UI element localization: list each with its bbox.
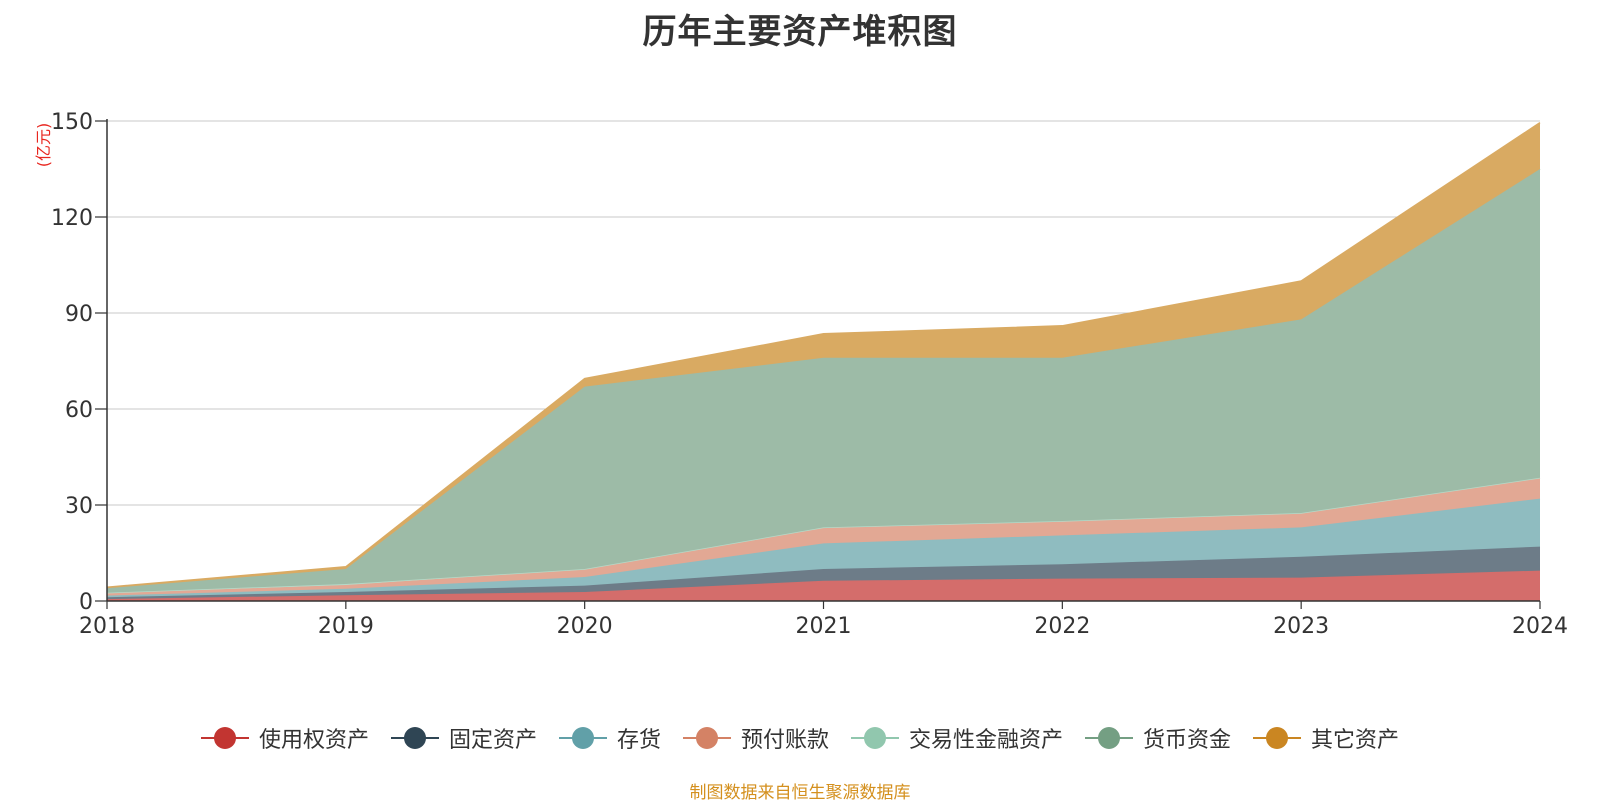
area-series-4 xyxy=(107,477,1540,596)
legend-item-3[interactable]: 存货 xyxy=(558,722,661,754)
x-tick-label: 2021 xyxy=(796,614,852,639)
chart-title: 历年主要资产堆积图 xyxy=(642,12,958,52)
x-tick-label: 2024 xyxy=(1512,614,1568,639)
axes: 0 30 60 90 120 150 2018 2019 2020 2021 2022 2023 202… xyxy=(51,110,1568,639)
legend-label: 货币资金 xyxy=(1143,728,1232,753)
legend-item-1[interactable]: 使用权资产 xyxy=(200,722,369,754)
legend-label: 预付账款 xyxy=(740,728,829,753)
area-series-6 xyxy=(107,169,1540,593)
legend-label: 存货 xyxy=(616,728,661,753)
legend: 使用权资产 固定资产 存货 预付账款 交易性金融资产 货币资金 其它资产 xyxy=(0,722,1600,754)
x-tick-label: 2023 xyxy=(1273,614,1329,639)
legend-item-2[interactable]: 固定资产 xyxy=(390,722,537,754)
legend-marker xyxy=(1085,726,1134,750)
legend-label: 交易性金融资产 xyxy=(909,728,1064,753)
legend-item-4[interactable]: 预付账款 xyxy=(682,722,829,754)
y-tick-label: 0 xyxy=(79,590,93,615)
legend-label: 固定资产 xyxy=(448,728,537,753)
legend-marker xyxy=(851,726,899,750)
x-tick-label: 2020 xyxy=(557,614,613,639)
x-tick-label: 2018 xyxy=(79,614,135,639)
legend-marker xyxy=(1253,726,1302,750)
area-series-7-edge xyxy=(106,121,1541,588)
legend-item-7[interactable]: 其它资产 xyxy=(1253,722,1399,754)
legend-marker xyxy=(390,726,439,750)
area-series-7 xyxy=(107,122,1540,589)
x-tick-label: 2022 xyxy=(1034,614,1090,639)
legend-item-5[interactable]: 交易性金融资产 xyxy=(851,722,1063,754)
area-series-2 xyxy=(107,546,1540,600)
stacked-areas xyxy=(106,121,1541,601)
x-tick-label: 2019 xyxy=(318,614,374,639)
legend-marker xyxy=(558,726,607,750)
legend-marker xyxy=(200,726,249,750)
y-tick-label: 60 xyxy=(65,398,93,423)
legend-label: 其它资产 xyxy=(1311,728,1400,753)
y-tick-label: 120 xyxy=(51,206,93,231)
legend-marker xyxy=(682,726,731,750)
y-tick-label: 30 xyxy=(65,494,93,519)
source-note: 制图数据来自恒生聚源数据库 xyxy=(689,783,911,803)
legend-item-6[interactable]: 货币资金 xyxy=(1085,722,1231,754)
area-series-3 xyxy=(107,498,1540,598)
y-tick-label: 150 xyxy=(51,110,93,135)
y-tick-label: 90 xyxy=(65,302,93,327)
y-axis-unit-label: (亿元) xyxy=(34,123,53,168)
legend-label: 使用权资产 xyxy=(258,728,369,753)
